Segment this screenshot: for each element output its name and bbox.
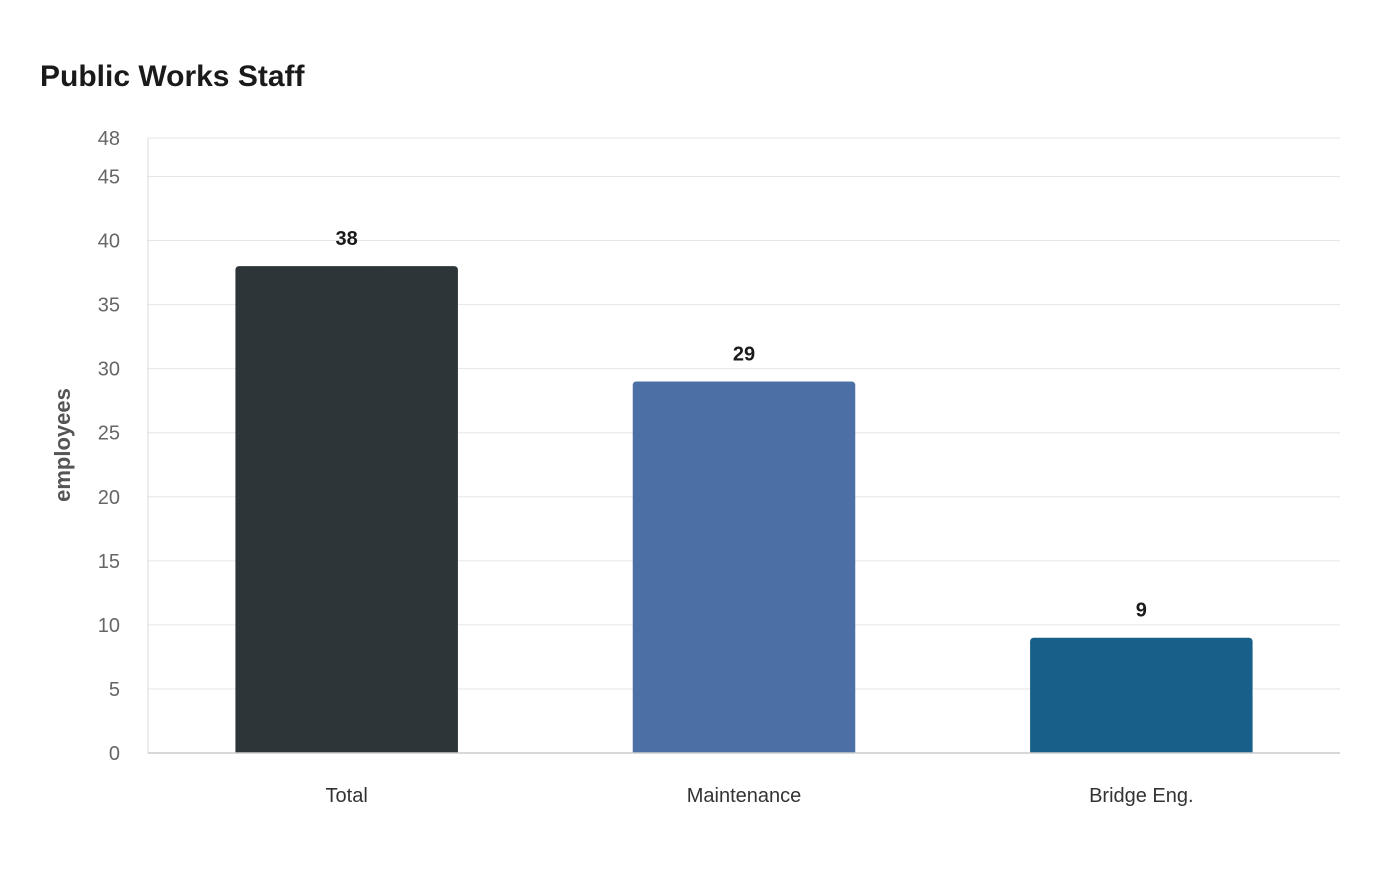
x-tick-label: Maintenance xyxy=(687,785,802,807)
y-tick-label: 0 xyxy=(109,743,120,765)
x-tick-label: Total xyxy=(326,785,368,807)
bar-total xyxy=(235,266,458,753)
chart-title: Public Works Staff xyxy=(40,60,305,93)
bars xyxy=(235,266,1253,753)
data-label: 38 xyxy=(336,228,358,250)
y-tick-label: 30 xyxy=(98,359,120,381)
y-tick-label: 48 xyxy=(98,128,120,150)
y-tick-label: 20 xyxy=(98,487,120,509)
y-tick-label: 40 xyxy=(98,231,120,253)
y-tick-label: 25 xyxy=(98,423,120,445)
bar-bridge-eng xyxy=(1030,637,1253,753)
y-tick-label: 15 xyxy=(98,551,120,573)
y-axis-ticks: 0 5 10 15 20 25 30 35 40 45 48 xyxy=(98,128,120,765)
data-label: 9 xyxy=(1136,600,1147,622)
y-axis-label: employees xyxy=(50,388,75,502)
x-axis-ticks: Total Maintenance Bridge Eng. xyxy=(326,785,1194,807)
y-tick-label: 35 xyxy=(98,295,120,317)
data-label: 29 xyxy=(733,343,755,365)
y-tick-label: 10 xyxy=(98,615,120,637)
data-labels: 38 29 9 xyxy=(336,228,1147,622)
y-tick-label: 45 xyxy=(98,166,120,188)
y-tick-label: 5 xyxy=(109,679,120,701)
x-tick-label: Bridge Eng. xyxy=(1089,785,1194,807)
bar-maintenance xyxy=(632,381,856,753)
